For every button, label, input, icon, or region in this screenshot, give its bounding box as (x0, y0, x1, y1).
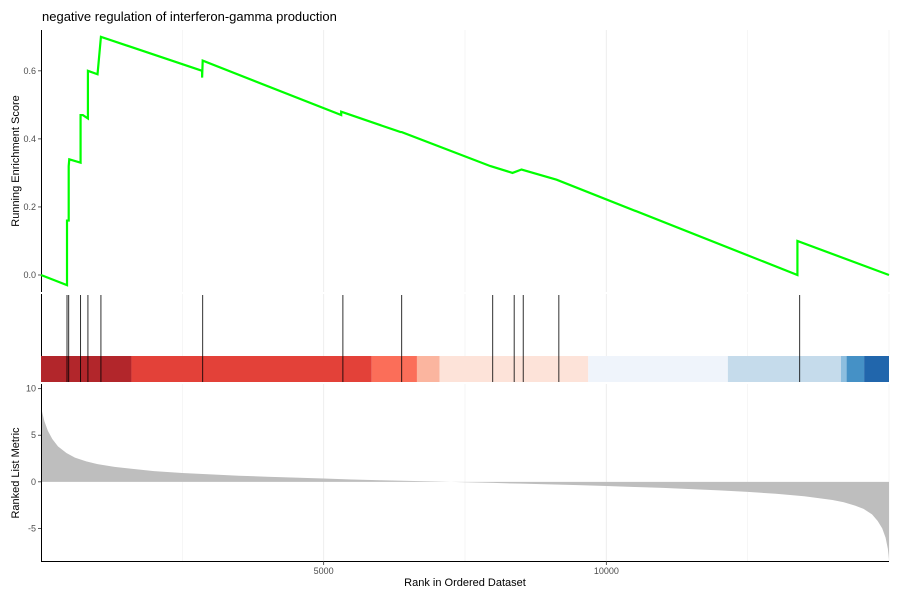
color-band (131, 356, 372, 382)
color-band (840, 356, 847, 382)
ranked-list-metric-area (41, 402, 889, 560)
hits-grid (182, 294, 890, 356)
y-tick-label: 10 (26, 384, 36, 394)
running-enrichment-score-line (40, 35, 890, 287)
chart-title: negative regulation of interferon-gamma … (42, 9, 337, 24)
y-tick-label: 0.0 (23, 270, 36, 280)
ranked-grid (182, 384, 890, 561)
enrichment-grid (182, 30, 890, 292)
y-tick-label: -5 (28, 523, 36, 533)
color-band (864, 356, 889, 382)
rank-color-bands (41, 356, 889, 382)
color-band (371, 356, 417, 382)
color-band (588, 356, 728, 382)
enrichment-y-axis-title: Running Enrichment Score (10, 95, 22, 226)
x-axis-title: Rank in Ordered Dataset (404, 577, 526, 589)
y-tick-label: 0.6 (23, 66, 36, 76)
enrichment-panel: 0.0 0.2 0.4 0.6 Running Enrichment Score (10, 30, 890, 292)
gene-hit-marks (66, 295, 801, 382)
x-ticks: 5000 10000 (314, 561, 619, 576)
color-band (727, 356, 841, 382)
color-band (846, 356, 865, 382)
ranked-panel: 10 5 0 -5 5000 10000 Ranked List Metric Rank… (10, 384, 890, 589)
y-tick-label: 0.4 (23, 134, 36, 144)
hits-panel (41, 294, 890, 382)
enrichment-y-ticks: 0.0 0.2 0.4 0.6 (23, 66, 41, 280)
ranked-y-axis-title: Ranked List Metric (10, 427, 22, 519)
x-tick-label: 10000 (594, 566, 619, 576)
y-tick-label: 0 (31, 477, 36, 487)
y-tick-label: 5 (31, 430, 36, 440)
ranked-y-ticks: 10 5 0 -5 (26, 384, 41, 533)
y-tick-label: 0.2 (23, 202, 36, 212)
color-band (416, 356, 440, 382)
color-band (41, 356, 132, 382)
x-tick-label: 5000 (314, 566, 334, 576)
